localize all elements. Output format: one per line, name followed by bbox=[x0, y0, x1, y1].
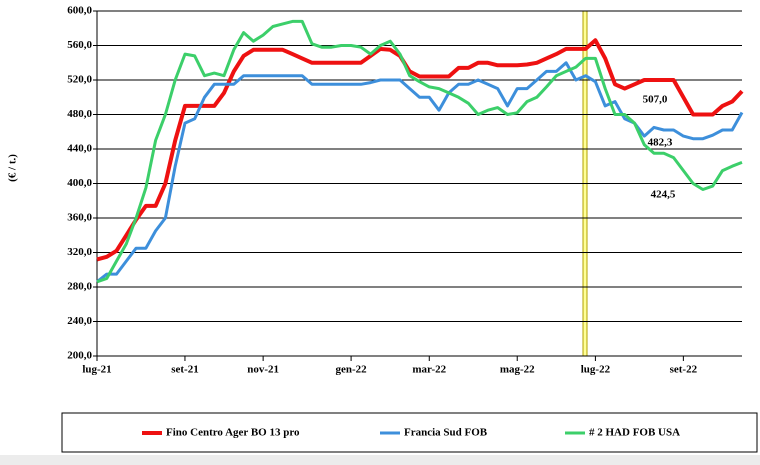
y-tick-label: 200,0 bbox=[67, 350, 92, 362]
x-tick-label: lug-22 bbox=[581, 364, 611, 376]
x-tick-label: set-21 bbox=[171, 364, 199, 376]
x-tick-label: set-22 bbox=[670, 364, 698, 376]
x-tick-label: lug-21 bbox=[82, 364, 111, 376]
legend-box bbox=[61, 412, 758, 453]
x-tick-label: mar-22 bbox=[412, 364, 446, 376]
value-label: 424,5 bbox=[651, 189, 676, 201]
bottom-strip bbox=[0, 455, 760, 465]
legend-label: Fino Centro Ager BO 13 pro bbox=[166, 427, 300, 439]
x-tick-label: mag-22 bbox=[500, 364, 535, 376]
y-tick-label: 600,0 bbox=[67, 5, 92, 17]
y-axis-label: (€ / t.) bbox=[7, 154, 19, 182]
y-tick-label: 400,0 bbox=[67, 177, 92, 189]
y-tick-label: 320,0 bbox=[67, 246, 92, 258]
legend-label: Francia Sud FOB bbox=[404, 427, 488, 439]
y-tick-label: 480,0 bbox=[67, 108, 92, 120]
x-tick-label: nov-21 bbox=[247, 364, 279, 376]
y-tick-label: 280,0 bbox=[67, 281, 92, 293]
series-line bbox=[96, 38, 744, 262]
legend-label: # 2 HAD FOB USA bbox=[589, 427, 680, 439]
value-label: 482,3 bbox=[648, 137, 673, 149]
series-line bbox=[96, 19, 743, 284]
value-label: 507,0 bbox=[643, 94, 668, 106]
y-tick-label: 520,0 bbox=[67, 74, 92, 86]
y-tick-label: 440,0 bbox=[67, 143, 92, 155]
y-tick-label: 560,0 bbox=[67, 39, 92, 51]
y-tick-label: 240,0 bbox=[67, 315, 92, 327]
y-tick-label: 360,0 bbox=[67, 212, 92, 224]
x-tick-label: gen-22 bbox=[336, 364, 368, 376]
